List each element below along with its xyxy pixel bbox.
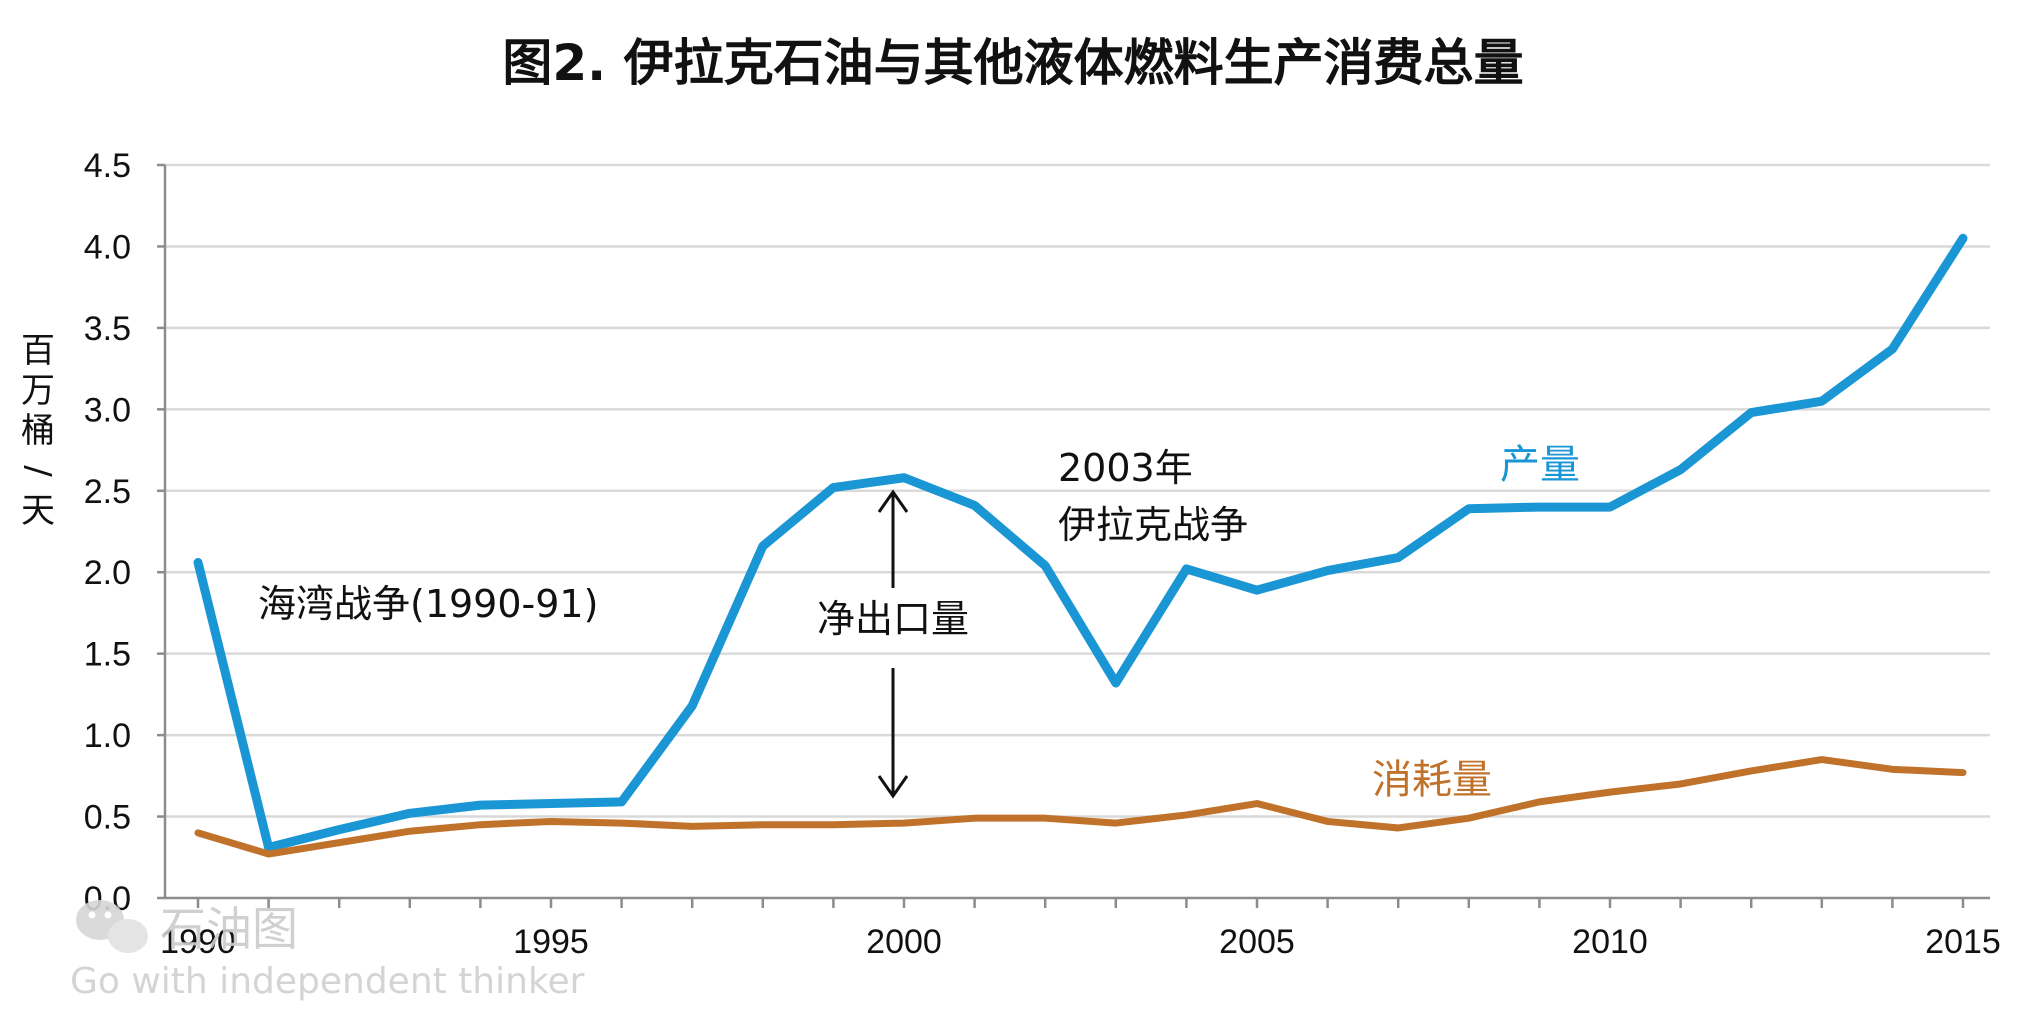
x-tick-label: 1990 (160, 923, 236, 961)
annotation-iraq-war: 伊拉克战争 (1058, 503, 1248, 547)
y-tick-label: 3.5 (84, 310, 131, 348)
y-tick-label: 2.5 (84, 473, 131, 511)
series-line-consumption (194, 756, 1967, 858)
net-export-arrow (877, 489, 909, 799)
y-axis-label-char: 天 (21, 491, 55, 531)
axes (163, 165, 1990, 900)
y-axis-ticks: 0.00.51.01.52.02.53.03.54.04.5 (84, 147, 165, 918)
y-tick-label: 0.5 (84, 799, 131, 837)
x-tick-label: 2005 (1219, 923, 1295, 961)
series-label-consumption: 消耗量 (1372, 757, 1492, 803)
x-axis-ticks: 1990 1995 2000 2005 2010 2015 (160, 898, 2001, 961)
wechat-icon (76, 900, 148, 953)
y-tick-label: 4.5 (84, 147, 131, 185)
series-label-production: 产量 (1500, 442, 1580, 488)
watermark-slogan: Go with independent thinker (70, 961, 585, 1002)
series-line-production (193, 233, 1968, 853)
annotation-gulf-war: 海湾战争(1990-91) (258, 582, 598, 626)
y-axis-label: 百万桶 / 天 (18, 331, 58, 531)
chart-title: 图2. 伊拉克石油与其他液体燃料生产消费总量 (502, 34, 1523, 92)
y-tick-label: 4.0 (84, 228, 131, 266)
x-tick-label: 2000 (866, 923, 942, 961)
y-axis-label-char: 万 (21, 371, 55, 411)
y-tick-label: 3.0 (84, 391, 131, 429)
series-group (193, 233, 1968, 858)
y-tick-label: 1.0 (84, 717, 131, 755)
x-tick-label: 1995 (513, 923, 589, 961)
watermark-name: 石油图 (160, 902, 298, 956)
x-tick-label: 2010 (1572, 923, 1648, 961)
y-axis-label-char: / (18, 465, 58, 477)
arrow-down-head (877, 775, 909, 799)
y-tick-label: 2.0 (84, 554, 131, 592)
arrow-up-head (877, 489, 909, 513)
watermark: 石油图 Go with independent thinker (70, 900, 585, 1002)
y-axis-label-char: 桶 (21, 411, 55, 451)
gridlines (165, 163, 1990, 818)
annotation-net-export: 净出口量 (817, 597, 969, 641)
annotation-iraq-war-year: 2003年 (1058, 446, 1193, 490)
y-tick-label: 1.5 (84, 636, 131, 674)
x-tick-label: 2015 (1925, 923, 2001, 961)
y-axis-label-char: 百 (21, 331, 55, 371)
